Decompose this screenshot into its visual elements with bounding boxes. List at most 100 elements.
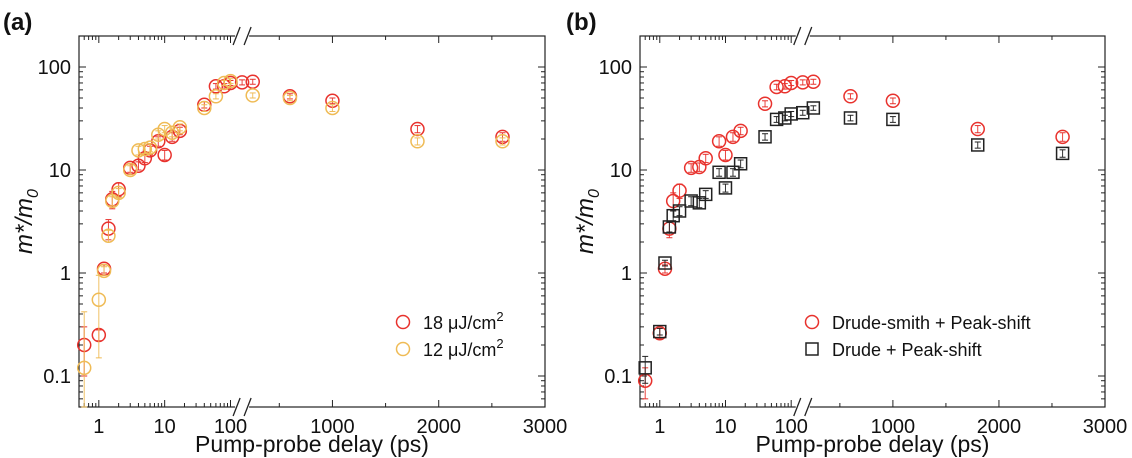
data-point	[91, 292, 107, 307]
data-point	[783, 75, 799, 91]
legend-label: Drude + Peak-shift	[832, 340, 982, 360]
data-point	[662, 220, 677, 234]
x-axis-label: Pump-probe delay (ps)	[756, 431, 990, 457]
data-point	[137, 141, 153, 157]
data-point	[970, 121, 985, 137]
legend-label-text: 12 μJ/cm	[423, 340, 496, 360]
data-point	[718, 147, 733, 163]
data-point	[1055, 129, 1070, 145]
data-point	[122, 162, 138, 178]
data-point	[806, 101, 821, 115]
data-point	[758, 130, 772, 144]
chart-panel-b: 0.1 1 10 100 1 10 100 1000 2000 3000 Drude-smith +…	[566, 9, 1127, 457]
data-point	[769, 79, 784, 95]
legend-marker	[804, 314, 820, 330]
data-point	[96, 263, 112, 279]
data-point	[769, 112, 784, 127]
legend-label: 18 μJ/cm2	[423, 309, 504, 333]
data-point	[733, 157, 748, 171]
data-point	[684, 194, 698, 208]
y-tick-label: 1	[621, 263, 632, 285]
legend-marker	[395, 314, 411, 330]
legend-label-text: 18 μJ/cm	[423, 313, 496, 333]
data-point	[796, 105, 810, 120]
x-tick-label: 100	[774, 416, 807, 438]
data-point	[658, 256, 672, 270]
axis-break-mark	[793, 397, 802, 417]
y-axis-label-main: m*/m	[572, 198, 599, 254]
x-tick-label: 3000	[523, 416, 568, 438]
legend-label-text: Drude + Peak-shift	[832, 340, 982, 360]
y-tick-label: 0.1	[43, 366, 71, 388]
y-tick-label: 0.1	[604, 366, 632, 388]
data-point	[208, 79, 224, 94]
x-tick-label: 100	[214, 416, 247, 438]
y-axis-label-main: m*/m	[11, 198, 38, 254]
y-tick-label: 10	[49, 160, 71, 182]
data-point	[208, 89, 224, 104]
y-tick-label: 100	[38, 57, 71, 79]
data-point	[712, 165, 726, 180]
axis-break-mark	[232, 26, 241, 46]
legend-marker	[805, 342, 819, 356]
data-point	[843, 89, 858, 104]
plot-frame	[639, 35, 1106, 408]
data-point	[683, 160, 699, 176]
panel-label: (a)	[3, 9, 32, 36]
data-point	[733, 123, 748, 139]
x-tick-label: 3000	[1083, 416, 1128, 438]
x-tick-label: 1	[93, 416, 104, 438]
x-tick-label: 2000	[416, 416, 461, 438]
data-point	[718, 181, 733, 195]
data-point	[495, 134, 510, 149]
data-point	[885, 93, 901, 109]
axis-break-mark	[793, 26, 802, 46]
data-point	[886, 112, 900, 127]
x-tick-label: 1	[654, 416, 665, 438]
data-point	[157, 147, 172, 163]
legend: Drude-smith + Peak-shift Drude + Peak-shi…	[804, 313, 1031, 360]
x-tick-label: 1000	[871, 416, 916, 438]
legend-label-superscript: 2	[496, 309, 503, 324]
data-point	[245, 88, 260, 103]
data-point	[164, 125, 180, 140]
data-point	[223, 73, 238, 89]
data-point	[757, 96, 773, 111]
data-point	[806, 74, 821, 89]
data-point	[325, 100, 340, 116]
y-axis-label: m*/m0	[572, 189, 603, 254]
legend-label-text: Drude-smith + Peak-shift	[832, 313, 1031, 333]
axis-break-mark	[804, 26, 813, 46]
data-point	[843, 111, 858, 125]
panel-label: (b)	[566, 9, 597, 36]
y-tick-label: 10	[610, 160, 632, 182]
y-axis-label-subscript: 0	[25, 189, 42, 198]
data-point	[111, 185, 126, 201]
x-tick-label: 10	[154, 416, 176, 438]
y-axis-label-subscript: 0	[586, 189, 603, 198]
legend-label-superscript: 2	[496, 336, 503, 351]
legend-label: 12 μJ/cm2	[423, 336, 504, 360]
axis-break-mark	[243, 26, 252, 46]
axis-break-mark	[243, 397, 252, 417]
data-point	[970, 138, 985, 152]
x-axis-label: Pump-probe delay (ps)	[195, 431, 429, 457]
y-tick-label: 1	[60, 263, 71, 285]
x-tick-label: 1000	[310, 416, 355, 438]
y-axis-label: m*/m0	[11, 189, 42, 254]
data-point	[1055, 146, 1070, 161]
legend-marker	[395, 341, 411, 357]
data-point	[653, 324, 667, 339]
plot-frame	[78, 35, 546, 408]
x-tick-label: 10	[714, 416, 736, 438]
data-point	[638, 361, 652, 375]
data-point	[698, 187, 713, 202]
data-point	[234, 75, 250, 90]
data-point	[172, 120, 188, 135]
axis-break-mark	[804, 397, 813, 417]
data-point	[698, 151, 713, 166]
data-point	[142, 140, 158, 155]
